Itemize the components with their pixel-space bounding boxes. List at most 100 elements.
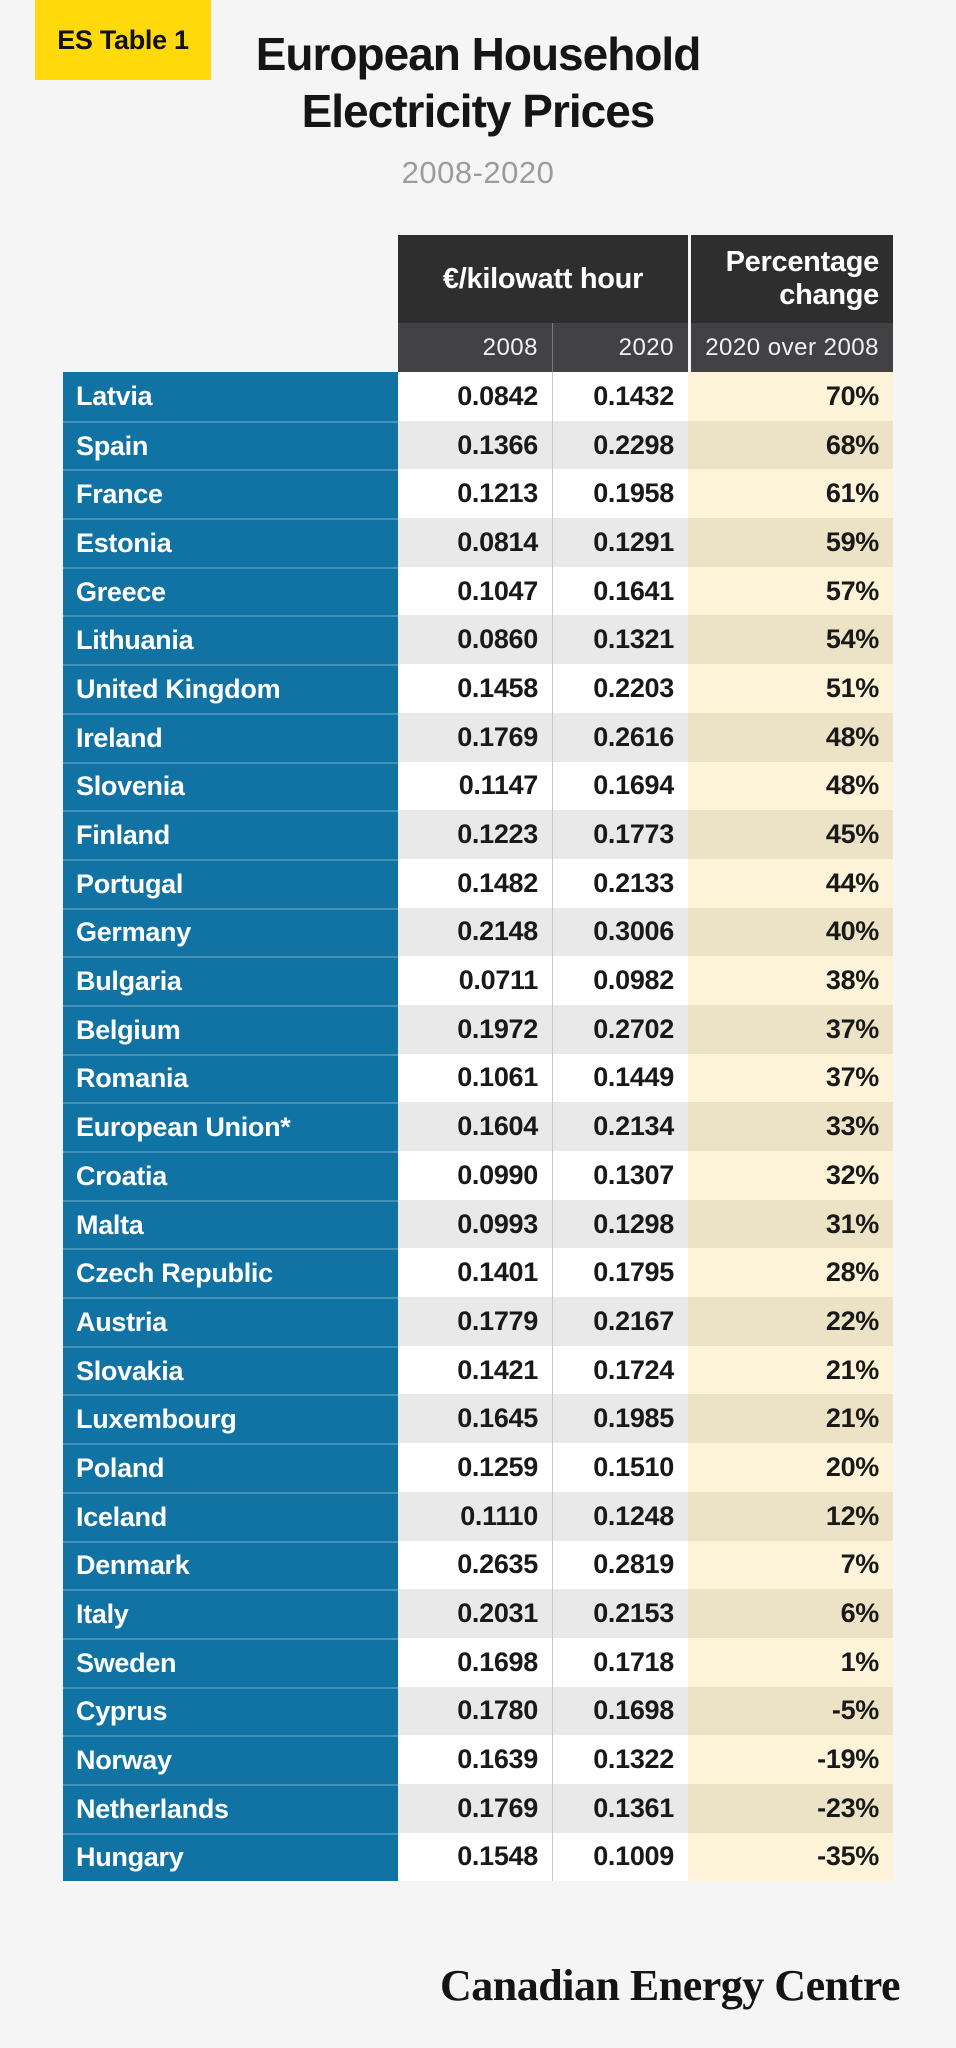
price-2020-cell: 0.1361: [552, 1783, 688, 1833]
table-row: Czech Republic 0.1401 0.1795 28%: [63, 1248, 893, 1298]
price-2020-cell: 0.1795: [552, 1248, 688, 1298]
country-cell: Lithuania: [63, 615, 398, 665]
percentage-change-cell: 59%: [688, 518, 893, 567]
price-2008-cell: 0.2635: [398, 1540, 552, 1590]
table-row: Iceland 0.1110 0.1248 12%: [63, 1491, 893, 1541]
country-cell: Estonia: [63, 518, 398, 567]
percentage-change-cell: 48%: [688, 761, 893, 811]
country-cell: Poland: [63, 1443, 398, 1492]
table-row: Belgium 0.1972 0.2702 37%: [63, 1004, 893, 1054]
country-cell: Denmark: [63, 1540, 398, 1590]
percentage-change-cell: -23%: [688, 1783, 893, 1833]
country-cell: Belgium: [63, 1004, 398, 1054]
price-2020-cell: 0.1322: [552, 1735, 688, 1784]
table-sub-header-row: 2008 2020 2020 over 2008: [63, 323, 893, 372]
percentage-change-cell: 12%: [688, 1491, 893, 1541]
group-header-spacer: [63, 235, 398, 323]
price-2008-cell: 0.1769: [398, 1783, 552, 1833]
price-2008-cell: 0.1780: [398, 1686, 552, 1736]
price-2020-cell: 0.2133: [552, 858, 688, 908]
table-row: Italy 0.2031 0.2153 6%: [63, 1589, 893, 1638]
country-cell: Latvia: [63, 372, 398, 421]
country-cell: Czech Republic: [63, 1248, 398, 1298]
table-row: Croatia 0.0990 0.1307 32%: [63, 1151, 893, 1200]
country-cell: Netherlands: [63, 1783, 398, 1833]
price-2020-cell: 0.1510: [552, 1443, 688, 1492]
table-row: Austria 0.1779 0.2167 22%: [63, 1297, 893, 1346]
price-2008-cell: 0.0993: [398, 1199, 552, 1249]
price-2008-cell: 0.1213: [398, 469, 552, 519]
price-2020-cell: 0.2298: [552, 420, 688, 470]
price-2008-cell: 0.1645: [398, 1394, 552, 1444]
percentage-change-cell: 54%: [688, 615, 893, 665]
price-2020-cell: 0.1248: [552, 1491, 688, 1541]
table-row: Cyprus 0.1780 0.1698 -5%: [63, 1686, 893, 1736]
price-2020-cell: 0.1307: [552, 1151, 688, 1200]
table-row: Hungary 0.1548 0.1009 -35%: [63, 1832, 893, 1882]
table-row: Bulgaria 0.0711 0.0982 38%: [63, 956, 893, 1005]
page-subtitle: 2008-2020: [401, 155, 555, 190]
price-2020-cell: 0.2616: [552, 712, 688, 762]
column-header-2020-over-2008: 2020 over 2008: [688, 323, 893, 372]
price-2008-cell: 0.0860: [398, 615, 552, 665]
price-2020-cell: 0.2702: [552, 1004, 688, 1054]
price-2020-cell: 0.1298: [552, 1199, 688, 1249]
price-2020-cell: 0.2153: [552, 1589, 688, 1638]
price-2020-cell: 0.1432: [552, 372, 688, 421]
page-title-line1: European Household: [255, 28, 702, 80]
country-cell: Romania: [63, 1053, 398, 1103]
price-2020-cell: 0.1724: [552, 1345, 688, 1395]
page-title-line2: Electricity Prices: [301, 85, 656, 137]
percentage-change-cell: 57%: [688, 566, 893, 616]
table-row: Greece 0.1047 0.1641 57%: [63, 566, 893, 616]
price-2020-cell: 0.0982: [552, 956, 688, 1005]
table-row: Latvia 0.0842 0.1432 70%: [63, 372, 893, 421]
country-cell: Ireland: [63, 712, 398, 762]
table-row: Norway 0.1639 0.1322 -19%: [63, 1735, 893, 1784]
price-2020-cell: 0.1698: [552, 1686, 688, 1736]
electricity-prices-table: €/kilowatt hour Percentage change 2008 2…: [63, 235, 893, 1882]
price-2008-cell: 0.1548: [398, 1832, 552, 1882]
country-cell: France: [63, 469, 398, 519]
sub-header-spacer: [63, 323, 398, 372]
table-group-header-row: €/kilowatt hour Percentage change: [63, 235, 893, 323]
price-2008-cell: 0.1366: [398, 420, 552, 470]
table-number-badge: ES Table 1: [35, 0, 211, 80]
percentage-change-cell: 22%: [688, 1297, 893, 1346]
percentage-change-cell: 37%: [688, 1053, 893, 1103]
table-row: Germany 0.2148 0.3006 40%: [63, 907, 893, 957]
country-cell: Norway: [63, 1735, 398, 1784]
table-row: United Kingdom 0.1458 0.2203 51%: [63, 664, 893, 713]
price-2008-cell: 0.0990: [398, 1151, 552, 1200]
price-2008-cell: 0.2148: [398, 907, 552, 957]
price-2008-cell: 0.1482: [398, 858, 552, 908]
percentage-change-cell: -5%: [688, 1686, 893, 1736]
percentage-change-cell: 20%: [688, 1443, 893, 1492]
price-2020-cell: 0.1321: [552, 615, 688, 665]
table-row: Lithuania 0.0860 0.1321 54%: [63, 615, 893, 665]
country-cell: Slovenia: [63, 761, 398, 811]
country-cell: Austria: [63, 1297, 398, 1346]
table-row: Sweden 0.1698 0.1718 1%: [63, 1637, 893, 1687]
percentage-change-cell: 70%: [688, 372, 893, 421]
percentage-change-cell: 31%: [688, 1199, 893, 1249]
table-row: Luxembourg 0.1645 0.1985 21%: [63, 1394, 893, 1444]
price-2008-cell: 0.1639: [398, 1735, 552, 1784]
price-2008-cell: 0.1401: [398, 1248, 552, 1298]
percentage-change-cell: 32%: [688, 1151, 893, 1200]
percentage-change-cell: 45%: [688, 810, 893, 859]
price-2020-cell: 0.1985: [552, 1394, 688, 1444]
country-cell: Hungary: [63, 1832, 398, 1882]
price-2020-cell: 0.1291: [552, 518, 688, 567]
price-2008-cell: 0.0711: [398, 956, 552, 1005]
percentage-change-cell: 68%: [688, 420, 893, 470]
country-cell: Croatia: [63, 1151, 398, 1200]
percentage-change-cell: 40%: [688, 907, 893, 957]
price-2020-cell: 0.3006: [552, 907, 688, 957]
percentage-change-cell: 28%: [688, 1248, 893, 1298]
price-2008-cell: 0.0814: [398, 518, 552, 567]
percentage-change-cell: 48%: [688, 712, 893, 762]
price-2020-cell: 0.2167: [552, 1297, 688, 1346]
percentage-change-cell: 37%: [688, 1004, 893, 1054]
source-logo-text: Canadian Energy Centre: [440, 1961, 900, 2010]
